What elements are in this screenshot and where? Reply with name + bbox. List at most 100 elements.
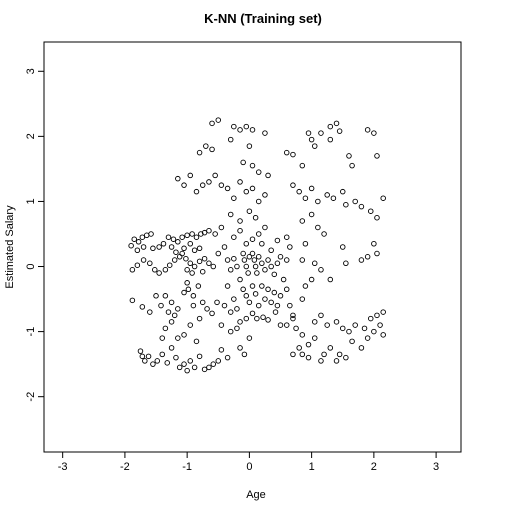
data-point xyxy=(305,354,312,361)
data-point xyxy=(154,358,161,364)
data-point xyxy=(305,341,312,348)
data-point xyxy=(377,322,383,328)
data-point xyxy=(221,302,228,309)
x-tick-label: -1 xyxy=(182,461,192,473)
data-point xyxy=(237,345,243,351)
data-point xyxy=(240,286,246,293)
data-point xyxy=(134,247,141,254)
x-tick-label: -3 xyxy=(58,461,68,473)
data-point xyxy=(218,182,225,188)
data-point xyxy=(198,231,204,237)
data-point xyxy=(246,299,253,306)
data-point xyxy=(315,224,321,231)
data-point xyxy=(181,182,187,188)
data-point xyxy=(339,325,346,332)
data-point xyxy=(175,175,181,182)
data-points xyxy=(128,117,386,374)
data-point xyxy=(179,250,185,257)
data-point xyxy=(181,245,187,252)
data-point xyxy=(371,240,377,247)
data-point xyxy=(150,245,156,252)
data-point xyxy=(231,255,237,262)
data-point xyxy=(371,328,377,335)
data-point xyxy=(249,185,256,192)
data-point xyxy=(308,211,315,218)
data-point xyxy=(265,286,271,293)
data-point xyxy=(318,130,324,136)
data-point xyxy=(262,296,268,302)
data-point xyxy=(204,306,210,312)
data-point xyxy=(290,312,296,319)
data-point xyxy=(184,232,190,239)
data-point xyxy=(333,358,340,364)
data-point xyxy=(164,360,170,366)
data-point xyxy=(380,309,386,315)
data-point xyxy=(224,354,231,361)
data-point xyxy=(139,353,146,360)
data-point xyxy=(224,257,231,263)
data-point xyxy=(160,240,167,247)
data-point xyxy=(311,335,318,341)
data-point xyxy=(374,214,380,221)
x-axis: -3 -2 -1 0 1 2 3 xyxy=(58,452,439,473)
data-point xyxy=(299,296,306,302)
data-point xyxy=(237,179,243,185)
data-point xyxy=(129,297,136,304)
data-point xyxy=(140,244,147,250)
y-axis: -2 -1 0 1 2 3 xyxy=(25,68,44,402)
data-point xyxy=(246,254,253,260)
data-point xyxy=(168,299,175,306)
data-point xyxy=(187,260,194,267)
data-point xyxy=(209,120,215,127)
data-point xyxy=(175,335,181,341)
data-point xyxy=(140,257,147,263)
data-point xyxy=(255,302,262,309)
data-point xyxy=(227,267,234,273)
data-point xyxy=(364,127,371,133)
data-point xyxy=(243,293,250,299)
data-point xyxy=(305,130,312,136)
data-point xyxy=(131,236,137,242)
data-point xyxy=(148,231,154,237)
data-point xyxy=(139,304,146,310)
data-point xyxy=(259,283,265,289)
data-point xyxy=(283,322,290,328)
data-point xyxy=(240,250,246,257)
data-point xyxy=(237,218,243,224)
data-point xyxy=(209,146,215,153)
data-point xyxy=(162,267,169,273)
data-point xyxy=(296,345,302,351)
data-point xyxy=(277,254,284,260)
data-point xyxy=(259,240,265,247)
data-point xyxy=(249,310,256,317)
data-point xyxy=(179,234,185,240)
data-point xyxy=(221,244,228,250)
y-tick-label: 2 xyxy=(25,133,37,139)
data-point xyxy=(336,351,343,358)
data-point xyxy=(135,239,142,245)
data-point xyxy=(153,293,159,299)
data-point xyxy=(265,257,271,263)
data-point xyxy=(318,267,324,273)
data-point xyxy=(168,319,175,325)
data-point xyxy=(333,319,340,325)
data-point xyxy=(287,302,293,309)
data-point xyxy=(181,289,187,296)
data-point xyxy=(162,293,169,299)
data-point xyxy=(302,240,309,247)
data-point xyxy=(162,325,169,332)
data-point xyxy=(271,271,278,278)
data-point xyxy=(243,188,250,195)
data-point xyxy=(321,231,327,237)
data-point xyxy=(308,185,315,192)
data-point xyxy=(227,211,234,218)
data-point xyxy=(299,257,306,263)
data-point xyxy=(330,195,337,201)
data-point xyxy=(327,276,334,283)
data-point xyxy=(299,218,306,224)
data-point xyxy=(173,354,179,361)
data-point xyxy=(245,270,251,276)
y-axis-label: Estimated Salary xyxy=(4,205,16,289)
data-point xyxy=(241,351,248,358)
data-point xyxy=(156,244,162,250)
